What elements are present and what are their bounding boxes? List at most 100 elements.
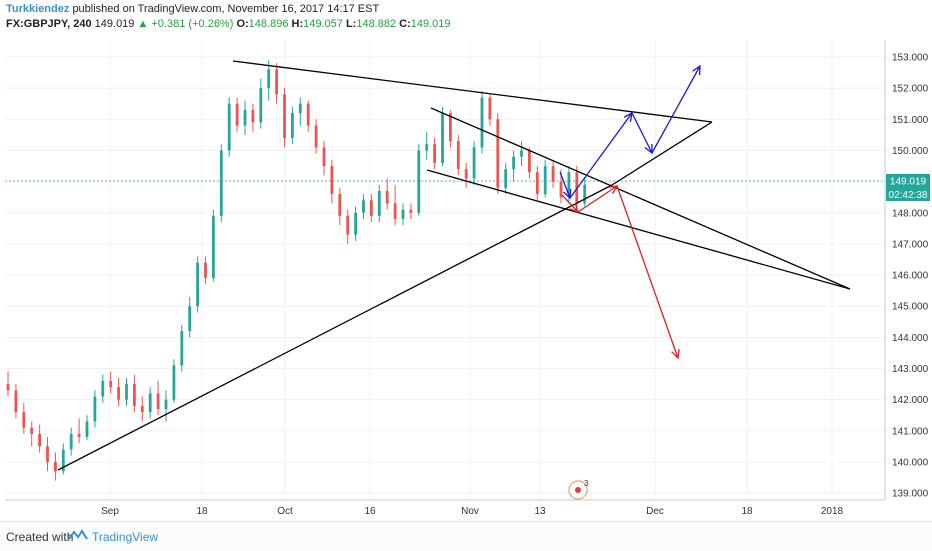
candle-body: [38, 433, 41, 447]
candle-body: [401, 209, 405, 219]
candle-body: [449, 113, 452, 142]
support-trendline[interactable]: [57, 184, 613, 471]
candle: [543, 159, 547, 198]
candle-body: [219, 150, 223, 216]
y-tick-label: 150.000: [892, 146, 929, 157]
triangle-lower-line[interactable]: [611, 121, 713, 186]
candle-body: [330, 166, 334, 195]
candle: [393, 184, 397, 226]
x-tick-label: 18: [741, 506, 753, 517]
candle: [401, 203, 405, 226]
candle: [314, 119, 318, 154]
candle-body: [77, 433, 81, 438]
candle: [85, 415, 89, 441]
candle: [535, 166, 539, 201]
candle: [330, 159, 334, 204]
candle: [164, 390, 168, 422]
drawings-group[interactable]: [57, 60, 851, 471]
price-chart[interactable]: 153.000152.000151.000150.000149.000148.0…: [0, 0, 932, 521]
close-label: C:: [399, 18, 411, 30]
candle-body: [409, 209, 413, 213]
bearish-projection-arrows[interactable]: [561, 185, 680, 360]
candle-body: [306, 103, 310, 126]
candle: [354, 206, 357, 241]
arrows-group[interactable]: [559, 64, 701, 360]
candle: [346, 209, 350, 244]
candle-body: [370, 200, 373, 216]
candle: [425, 131, 429, 160]
price-axis[interactable]: 153.000152.000151.000150.000149.000148.0…: [892, 53, 929, 500]
candle: [362, 194, 365, 219]
candle-body: [251, 109, 255, 123]
y-tick-label: 146.000: [892, 271, 929, 282]
candle: [148, 387, 152, 419]
candle-body: [188, 306, 192, 332]
candle-body: [488, 97, 492, 120]
candle: [370, 194, 373, 223]
candle: [93, 390, 97, 428]
candle-body: [22, 412, 26, 428]
grid-lines: [5, 40, 885, 500]
candle-body: [180, 331, 184, 366]
candle-body: [535, 172, 539, 195]
candle: [377, 184, 381, 223]
candle: [212, 209, 215, 282]
arrow-head-icon: [671, 348, 680, 360]
candle-body: [425, 144, 429, 151]
candle-body: [393, 203, 397, 219]
last-price: 149.019: [94, 18, 135, 30]
candle: [441, 106, 444, 167]
candle-body: [172, 365, 176, 400]
candle: [512, 150, 515, 182]
candle-body: [243, 109, 247, 126]
low-value: 148.882: [356, 18, 397, 30]
candle-body: [69, 433, 73, 450]
arrow-segment: [577, 185, 618, 213]
candle-body: [385, 190, 389, 204]
candle: [322, 141, 326, 176]
candle-body: [551, 166, 555, 182]
candle: [69, 427, 73, 456]
y-tick-label: 139.000: [892, 489, 929, 500]
candle-body: [433, 144, 436, 163]
candle-body: [567, 172, 571, 198]
candle-body: [291, 113, 294, 138]
x-tick-label: 16: [364, 506, 376, 517]
low-label: L:: [345, 18, 357, 30]
candle: [6, 371, 10, 397]
channel-lower-line[interactable]: [426, 169, 851, 290]
current-price-tag: 149.019 02:42:38: [886, 174, 930, 202]
arrow-head-icon: [607, 185, 619, 195]
candle: [38, 424, 41, 453]
candle: [338, 187, 342, 226]
x-tick-label: 2018: [821, 506, 844, 517]
candle-body: [204, 262, 207, 279]
tradingview-brand[interactable]: TradingView: [92, 530, 159, 544]
time-axis[interactable]: Sep 18 Oct 16 Nov 13 Dec 18 2018: [101, 506, 843, 517]
x-tick-label: Dec: [646, 506, 664, 517]
event-marker[interactable]: 3: [568, 479, 589, 500]
candle-body: [227, 103, 231, 151]
resistance-trendline[interactable]: [232, 60, 713, 123]
candle: [77, 418, 81, 444]
candle: [109, 371, 113, 394]
bullish-projection-arrows[interactable]: [559, 64, 701, 200]
y-tick-label: 153.000: [892, 53, 929, 64]
candle-body: [61, 449, 65, 472]
candle: [14, 384, 18, 419]
author-name[interactable]: Turkkiendez: [6, 3, 70, 15]
candle-body: [30, 427, 34, 434]
channel-upper-line[interactable]: [430, 107, 851, 290]
footer-bar: Created with TradingView: [0, 521, 932, 551]
candle-body: [322, 147, 326, 167]
candle: [267, 60, 271, 101]
candle-body: [140, 405, 144, 413]
candle: [196, 256, 199, 313]
arrow-segment: [651, 65, 701, 154]
candle-body: [148, 393, 152, 413]
chart-header: Turkkiendez published on TradingView.com…: [6, 2, 451, 32]
candle-body: [14, 390, 18, 413]
candle-body: [164, 399, 168, 409]
symbol-label[interactable]: FX:GBPJPY, 240: [6, 18, 92, 30]
candle: [243, 100, 247, 135]
